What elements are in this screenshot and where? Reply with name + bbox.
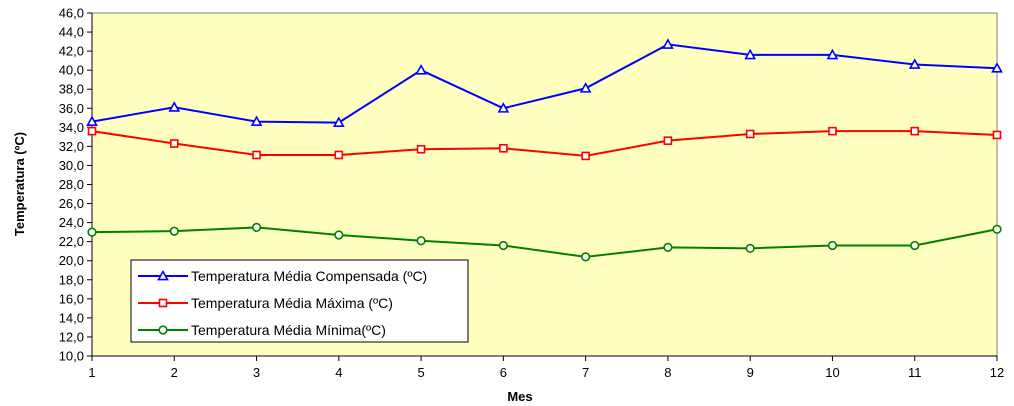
y-tick-label: 24,0 [59,215,84,230]
data-point [581,151,590,161]
x-axis-title: Mes [507,389,532,404]
legend-marker [157,269,169,281]
data-point [86,115,98,127]
series-line [91,130,998,157]
data-point [87,227,97,237]
data-point [908,58,921,69]
legend-item: Temperatura Média Compensada (ºC) [138,268,427,284]
y-axis-title: Temperatura (ºC) [12,132,27,236]
y-tick-label: 34,0 [59,120,84,135]
x-tick-label: 11 [908,365,922,380]
data-point [497,102,510,113]
y-tick-label: 40,0 [59,63,84,78]
data-point [169,139,179,148]
data-point [992,224,1002,234]
y-tick-label: 42,0 [59,44,84,59]
series-line [91,43,998,124]
data-point [826,48,839,60]
x-tick-label: 12 [990,365,1004,380]
data-point [334,150,344,160]
series-3 [87,222,1002,262]
data-point [252,150,261,160]
x-tick-label: 4 [335,365,342,380]
x-tick-label: 5 [417,365,424,380]
series-2 [87,126,1002,161]
data-point [745,129,755,139]
y-tick-label: 20,0 [59,253,84,268]
data-point [415,64,427,75]
data-point [250,115,263,127]
y-tick-label: 30,0 [59,158,84,173]
y-tick-label: 32,0 [59,139,84,154]
data-point [87,126,97,136]
y-tick-label: 28,0 [59,177,84,192]
legend-box [130,259,469,343]
x-tick-label: 8 [664,365,671,380]
legend-label: Temperatura Média Máxima (ºC) [191,295,393,311]
data-point [416,236,426,246]
legend-item: Temperatura Média Máxima (ºC) [138,295,393,311]
data-point [910,240,920,251]
data-point [332,116,345,127]
legend-items: Temperatura Média Compensada (ºC) Tempera… [138,268,427,338]
data-point [662,38,674,49]
legend-label: Temperatura Média Compensada (ºC) [191,268,427,284]
data-point [992,130,1002,140]
legend-marker [158,298,168,308]
legend-item: Temperatura Média Mínima(ºC) [138,322,386,338]
y-tick-label: 38,0 [59,82,84,97]
data-point [334,230,344,240]
data-point [168,101,181,112]
x-tick-label: 10 [825,365,839,380]
series-layer [86,38,1003,262]
y-tick-label: 26,0 [59,196,84,211]
data-point [169,226,179,236]
data-point [910,126,920,136]
y-tick-label: 12,0 [59,329,84,344]
x-axis-ticks: 1 2 3 4 5 6 7 8 9 10 11 12 [88,356,1004,380]
data-point [828,126,837,136]
data-point [499,143,508,153]
y-tick-label: 10,0 [59,349,84,364]
legend-label: Temperatura Média Mínima(ºC) [191,322,386,338]
y-tick-label: 22,0 [59,234,84,249]
y-tick-label: 16,0 [59,291,84,306]
y-tick-label: 44,0 [59,25,84,40]
series-line [91,226,998,258]
data-point [745,243,755,253]
x-tick-label: 7 [582,365,589,380]
data-point [744,48,757,60]
series-1 [86,38,1003,127]
y-tick-label: 46,0 [59,6,84,21]
data-point [416,144,426,154]
data-point [827,240,838,251]
y-tick-label: 18,0 [59,272,84,287]
data-point [251,222,262,232]
data-point [663,242,673,252]
data-point [579,82,592,93]
x-tick-label: 2 [171,365,178,380]
x-tick-label: 9 [747,365,754,380]
x-tick-label: 3 [253,365,260,380]
data-point [991,62,1003,73]
legend: Temperatura Média Compensada (ºC) Tempera… [130,259,469,343]
y-tick-label: 14,0 [59,310,84,325]
y-axis-ticks: 10,0 12,0 14,0 16,0 18,0 20,0 22,0 24,0 26,0 28,0… [59,6,92,364]
legend-marker [158,325,168,335]
y-tick-label: 36,0 [59,101,84,116]
data-point [498,240,508,251]
data-point [663,136,673,145]
x-tick-label: 1 [88,365,95,380]
x-tick-label: 6 [500,365,507,380]
data-point [581,252,591,262]
